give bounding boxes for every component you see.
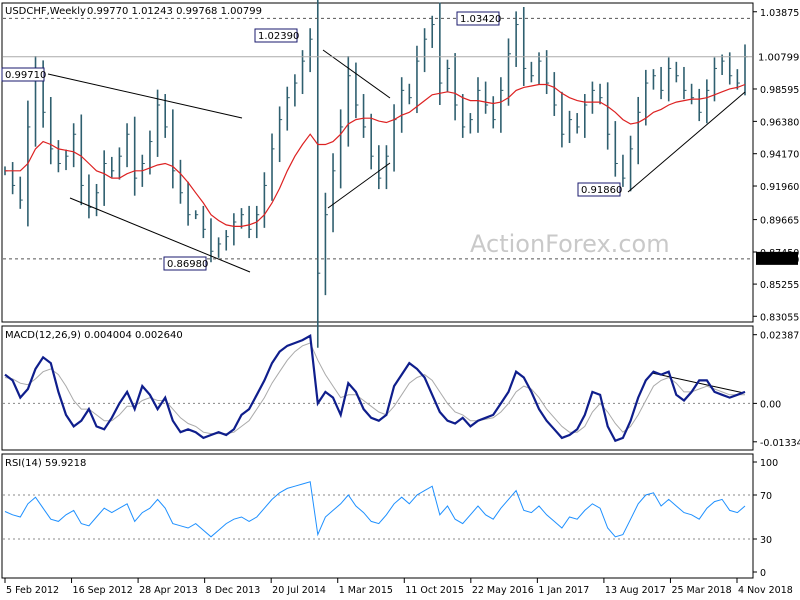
trendline [322, 49, 391, 99]
price-panel [1, 2, 754, 323]
ma-line [5, 83, 746, 227]
macd-series: 0.023873 0.00 -0.013346 [3, 331, 800, 449]
macd-panel [1, 325, 754, 451]
annotation-box [456, 11, 500, 26]
trendline [627, 91, 746, 193]
moving-average [5, 83, 746, 227]
x-tick-label: 11 Oct 2015 [405, 585, 464, 596]
annotation-box [163, 256, 207, 271]
annotation-box [254, 28, 298, 43]
macd-tick-label: -0.013346 [760, 438, 800, 449]
trendline [69, 197, 251, 273]
x-tick-label: 13 Aug 2017 [605, 585, 666, 596]
y-tick-label: 0.91960 [760, 182, 799, 193]
price-annotations: 0.99710 0.86980 1.02390 1.03420 0.91860 [1, 11, 622, 271]
ohlc-values: 0.99770 1.01243 0.99768 1.00799 [87, 6, 262, 17]
x-tick-label: 22 May 2016 [472, 585, 534, 596]
annotation-box [577, 182, 621, 197]
rsi-series: 100 70 30 0 [3, 458, 778, 579]
y-tick-label: 0.83055 [760, 312, 799, 323]
price-series [4, 0, 748, 348]
x-tick-label: 25 Mar 2018 [671, 585, 731, 596]
level-label: 0.86980 [758, 255, 799, 266]
x-tick-label: 28 Apr 2013 [139, 585, 198, 596]
y-tick-label: 0.98595 [760, 85, 799, 96]
x-tick-label: 8 Dec 2013 [206, 585, 261, 596]
trendline [47, 73, 243, 119]
level-label: 1.00799 [758, 53, 799, 64]
trendlines [47, 49, 746, 394]
annotation-label: 1.02390 [258, 31, 299, 42]
rsi-tick-label: 30 [760, 535, 772, 546]
level-label-box [756, 49, 798, 63]
x-tick-label: 1 Mar 2015 [339, 585, 393, 596]
macd-title: MACD(12,26,9) 0.004004 0.002640 [5, 330, 183, 341]
trendline [327, 162, 391, 209]
macd-tick-label: 0.023873 [760, 331, 800, 342]
y-tick-label: 0.94170 [760, 150, 799, 161]
y-tick-label: 1.03875 [760, 8, 799, 19]
macd-tick-label: 0.00 [760, 399, 781, 410]
y-tick-label: 0.85255 [760, 280, 799, 291]
annotation-box [1, 67, 45, 82]
x-axis-labels: 5 Feb 2012 16 Sep 2012 28 Apr 2013 8 Dec 20… [4, 578, 793, 596]
annotation-label: 0.99710 [5, 70, 46, 81]
rsi-tick-label: 70 [760, 491, 772, 502]
rsi-tick-label: 0 [760, 568, 766, 579]
y-tick-label: 0.96380 [760, 117, 799, 128]
annotation-label: 0.86980 [167, 259, 208, 270]
annotation-label: 0.91860 [581, 185, 622, 196]
annotation-label: 1.03420 [460, 14, 501, 25]
macd-line [4, 334, 746, 443]
rsi-line [4, 481, 746, 538]
chart-title: USDCHF,Weekly [5, 6, 86, 17]
x-tick-label: 5 Feb 2012 [6, 585, 59, 596]
rsi-panel [1, 453, 754, 579]
rsi-tick-label: 100 [760, 458, 778, 469]
x-tick-label: 1 Jan 2017 [538, 585, 589, 596]
rsi-title: RSI(14) 59.9218 [5, 458, 86, 469]
x-tick-label: 16 Sep 2012 [73, 585, 133, 596]
watermark: ActionForex.com [470, 230, 670, 258]
horizontal-levels [3, 17, 752, 260]
x-tick-label: 4 Nov 2018 [738, 585, 793, 596]
y-axis-labels: 1.03875 1.00799 0.98595 0.96380 0.94170 0.919… [753, 8, 799, 323]
x-tick-label: 20 Jul 2014 [272, 585, 326, 596]
signal-line [4, 342, 745, 435]
y-tick-label: 0.89665 [760, 216, 799, 227]
level-label-box [756, 251, 798, 265]
